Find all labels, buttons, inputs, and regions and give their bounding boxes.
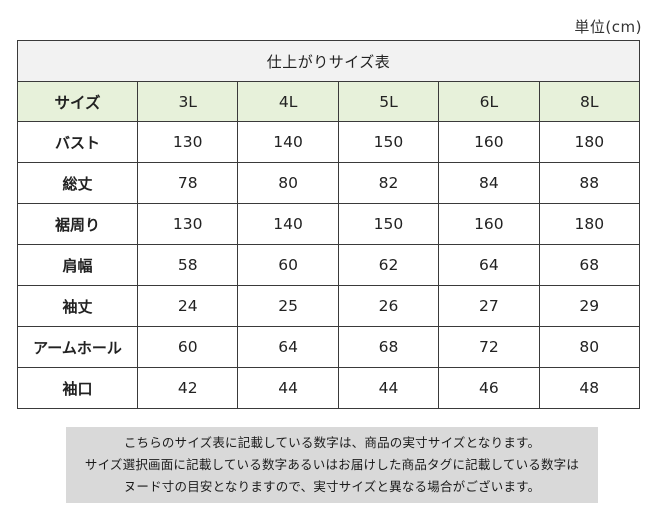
table-row: 袖口 42 44 44 46 48	[17, 367, 641, 409]
header-size-5l: 5L	[337, 81, 440, 122]
table-row: 袖丈 24 25 26 27 29	[17, 285, 641, 327]
table-cell: 150	[337, 203, 440, 245]
table-cell: 78	[136, 162, 239, 204]
row-label: 肩幅	[17, 244, 138, 286]
table-header-row: サイズ 3L 4L 5L 6L 8L	[17, 81, 641, 122]
table-cell: 48	[538, 367, 641, 409]
table-cell: 68	[337, 326, 440, 368]
table-cell: 130	[136, 121, 239, 163]
table-cell: 27	[438, 285, 540, 327]
table-cell: 72	[438, 326, 540, 368]
row-label: 袖口	[17, 367, 138, 409]
header-size-3l: 3L	[136, 81, 239, 122]
table-cell: 24	[136, 285, 239, 327]
table-row: アームホール 60 64 68 72 80	[17, 326, 641, 368]
table-cell: 80	[538, 326, 641, 368]
table-cell: 180	[538, 121, 641, 163]
table-cell: 44	[337, 367, 440, 409]
table-row: 総丈 78 80 82 84 88	[17, 162, 641, 204]
table-cell: 140	[237, 121, 339, 163]
header-size-4l: 4L	[237, 81, 339, 122]
table-cell: 64	[237, 326, 339, 368]
table-cell: 140	[237, 203, 339, 245]
table-cell: 44	[237, 367, 339, 409]
table-cell: 150	[337, 121, 440, 163]
table-cell: 180	[538, 203, 641, 245]
table-cell: 46	[438, 367, 540, 409]
table-cell: 84	[438, 162, 540, 204]
table-cell: 58	[136, 244, 239, 286]
table-row: バスト 130 140 150 160 180	[17, 121, 641, 163]
header-size-label: サイズ	[17, 81, 138, 122]
table-cell: 88	[538, 162, 641, 204]
table-title-row: 仕上がりサイズ表	[17, 40, 640, 82]
header-size-6l: 6L	[438, 81, 540, 122]
table-cell: 130	[136, 203, 239, 245]
table-cell: 64	[438, 244, 540, 286]
row-label: 裾周り	[17, 203, 138, 245]
table-cell: 25	[237, 285, 339, 327]
table-cell: 80	[237, 162, 339, 204]
table-cell: 42	[136, 367, 239, 409]
table-cell: 26	[337, 285, 440, 327]
row-label: バスト	[17, 121, 138, 163]
row-label: 袖丈	[17, 285, 138, 327]
row-label: 総丈	[17, 162, 138, 204]
note-line: サイズ選択画面に記載している数字あるいはお届けした商品タグに記載している数字は	[84, 457, 580, 472]
table-cell: 60	[237, 244, 339, 286]
table-row: 肩幅 58 60 62 64 68	[17, 244, 641, 286]
note-box: こちらのサイズ表に記載している数字は、商品の実寸サイズとなります。 サイズ選択画…	[66, 427, 598, 503]
table-cell: 160	[438, 203, 540, 245]
table-row: 裾周り 130 140 150 160 180	[17, 203, 641, 245]
table-cell: 62	[337, 244, 440, 286]
table-cell: 29	[538, 285, 641, 327]
unit-label: 単位(cm)	[574, 18, 642, 36]
table-title: 仕上がりサイズ表	[17, 40, 640, 82]
table-cell: 160	[438, 121, 540, 163]
row-label: アームホール	[17, 326, 138, 368]
note-line: ヌード寸の目安となりますので、実寸サイズと異なる場合がございます。	[123, 479, 541, 494]
table-cell: 60	[136, 326, 239, 368]
note-line: こちらのサイズ表に記載している数字は、商品の実寸サイズとなります。	[123, 435, 541, 450]
size-table: 仕上がりサイズ表 サイズ 3L 4L 5L 6L 8L バスト 130 140 …	[17, 40, 641, 409]
table-cell: 82	[337, 162, 440, 204]
header-size-8l: 8L	[538, 81, 641, 122]
table-cell: 68	[538, 244, 641, 286]
